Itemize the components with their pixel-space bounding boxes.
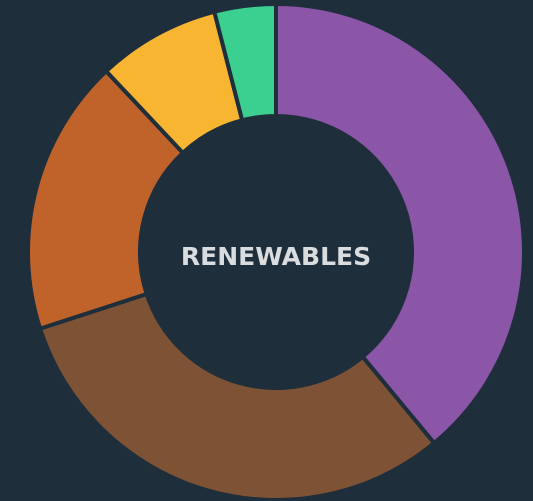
slice xyxy=(38,292,437,501)
slices xyxy=(26,2,526,501)
slice xyxy=(26,69,185,331)
center-label: RENEWABLES xyxy=(181,242,371,271)
slice xyxy=(212,2,278,123)
slice xyxy=(274,2,526,446)
